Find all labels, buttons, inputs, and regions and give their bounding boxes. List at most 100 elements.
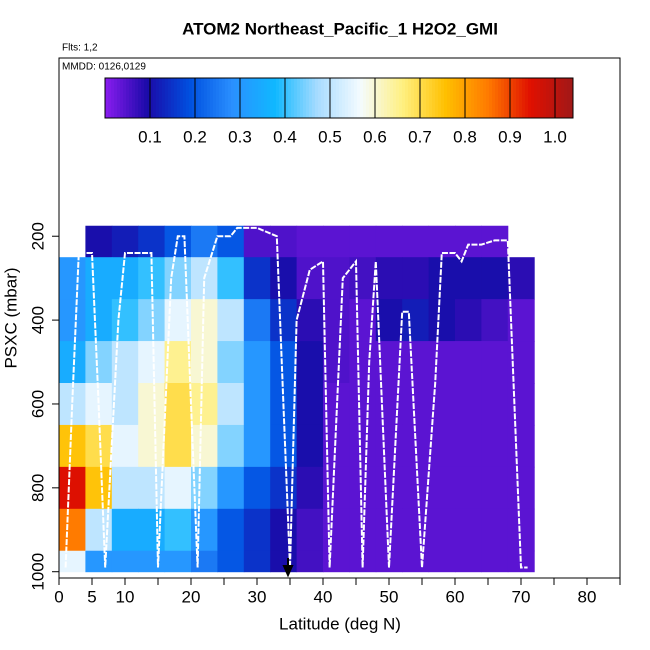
colorbar-slice bbox=[333, 78, 337, 118]
y-tick-label: 800 bbox=[28, 474, 47, 502]
y-tick-label: 400 bbox=[28, 306, 47, 334]
colorbar-slice bbox=[381, 78, 385, 118]
colorbar-slice bbox=[558, 78, 562, 118]
colorbar-slice bbox=[177, 78, 181, 118]
heat-cell bbox=[296, 508, 324, 552]
heat-cell bbox=[164, 508, 192, 552]
colorbar-tick-label: 0.2 bbox=[183, 127, 207, 146]
heat-cell bbox=[323, 341, 350, 384]
heat-cell bbox=[111, 550, 139, 573]
colorbar-slice bbox=[519, 78, 523, 118]
heat-cell bbox=[217, 466, 245, 510]
colorbar-slice bbox=[555, 78, 559, 118]
colorbar-slice bbox=[567, 78, 571, 118]
colorbar-tick-label: 0.6 bbox=[363, 127, 387, 146]
heat-cell bbox=[85, 550, 113, 573]
heat-cell bbox=[85, 383, 113, 426]
colorbar-slice bbox=[258, 78, 262, 118]
colorbar-slice bbox=[207, 78, 211, 118]
heat-cell bbox=[243, 257, 271, 300]
heat-cell bbox=[59, 257, 86, 300]
colorbar-slice bbox=[156, 78, 160, 118]
heat-cell bbox=[270, 299, 298, 342]
colorbar-slice bbox=[228, 78, 232, 118]
heat-cell bbox=[59, 550, 86, 573]
heat-cell bbox=[455, 225, 482, 258]
colorbar-slice bbox=[309, 78, 313, 118]
colorbar-slice bbox=[417, 78, 421, 118]
colorbar-slice bbox=[132, 78, 136, 118]
colorbar-slice bbox=[303, 78, 307, 118]
colorbar-slice bbox=[408, 78, 412, 118]
heat-cell bbox=[455, 341, 482, 384]
colorbar-slice bbox=[201, 78, 205, 118]
colorbar-slice bbox=[147, 78, 151, 118]
colorbar-slice bbox=[327, 78, 331, 118]
colorbar-slice bbox=[198, 78, 202, 118]
heat-cell bbox=[349, 225, 377, 258]
heat-cell bbox=[428, 466, 456, 510]
heat-cell bbox=[481, 299, 509, 342]
heat-cell bbox=[481, 341, 509, 384]
colorbar-slice bbox=[384, 78, 388, 118]
heat-cell bbox=[85, 257, 113, 300]
heat-cell bbox=[402, 341, 430, 384]
heat-cell bbox=[217, 257, 245, 300]
colorbar-slice bbox=[348, 78, 352, 118]
heat-cell bbox=[138, 550, 166, 573]
heat-cell bbox=[375, 257, 403, 300]
heat-cell bbox=[85, 341, 113, 384]
colorbar-slice bbox=[210, 78, 214, 118]
colorbar-slice bbox=[129, 78, 133, 118]
colorbar-tick-label: 0.7 bbox=[408, 127, 432, 146]
x-tick-label: 70 bbox=[512, 587, 531, 606]
colorbar-slice bbox=[471, 78, 475, 118]
colorbar-slice bbox=[255, 78, 259, 118]
heat-cell bbox=[428, 341, 456, 384]
heat-cell bbox=[455, 424, 482, 468]
colorbar-slice bbox=[300, 78, 304, 118]
heat-cell bbox=[164, 257, 192, 300]
colorbar-slice bbox=[267, 78, 271, 118]
y-tick-label: 200 bbox=[28, 222, 47, 250]
heat-cell bbox=[296, 466, 324, 510]
colorbar-slice bbox=[474, 78, 478, 118]
heat-cell bbox=[455, 257, 482, 300]
heat-cell bbox=[138, 383, 166, 426]
colorbar-slice bbox=[144, 78, 148, 118]
colorbar-slice bbox=[357, 78, 361, 118]
colorbar-slice bbox=[219, 78, 223, 118]
flight-track bbox=[64, 226, 528, 569]
colorbar-tick-label: 1.0 bbox=[543, 127, 567, 146]
colorbar-slice bbox=[375, 78, 379, 118]
heat-cell bbox=[191, 424, 218, 468]
colorbar-slice bbox=[126, 78, 130, 118]
heat-cell bbox=[428, 424, 456, 468]
colorbar-slice bbox=[510, 78, 514, 118]
heat-cell bbox=[111, 508, 139, 552]
heat-cell bbox=[164, 383, 192, 426]
colorbar-tick-label: 0.5 bbox=[318, 127, 342, 146]
y-axis-label: PSXC (mbar) bbox=[1, 267, 20, 368]
colorbar-tick-label: 0.4 bbox=[273, 127, 297, 146]
heat-cell bbox=[402, 550, 430, 573]
heat-cell bbox=[59, 424, 86, 468]
heat-cell bbox=[191, 466, 218, 510]
x-tick-label: 50 bbox=[380, 587, 399, 606]
colorbar-slice bbox=[321, 78, 325, 118]
heat-cell bbox=[191, 550, 218, 573]
heat-cell bbox=[375, 424, 403, 468]
heat-cell bbox=[481, 383, 509, 426]
colorbar-slice bbox=[498, 78, 502, 118]
colorbar-slice bbox=[330, 78, 334, 118]
heat-cell bbox=[402, 225, 430, 258]
colorbar-tick-label: 0.8 bbox=[453, 127, 477, 146]
colorbar-slice bbox=[405, 78, 409, 118]
chart-title: ATOM2 Northeast_Pacific_1 H2O2_GMI bbox=[182, 19, 498, 38]
colorbar-slice bbox=[501, 78, 505, 118]
colorbar-slice bbox=[525, 78, 529, 118]
colorbar-slice bbox=[528, 78, 532, 118]
heat-cell bbox=[191, 341, 218, 384]
heat-cell bbox=[217, 508, 245, 552]
